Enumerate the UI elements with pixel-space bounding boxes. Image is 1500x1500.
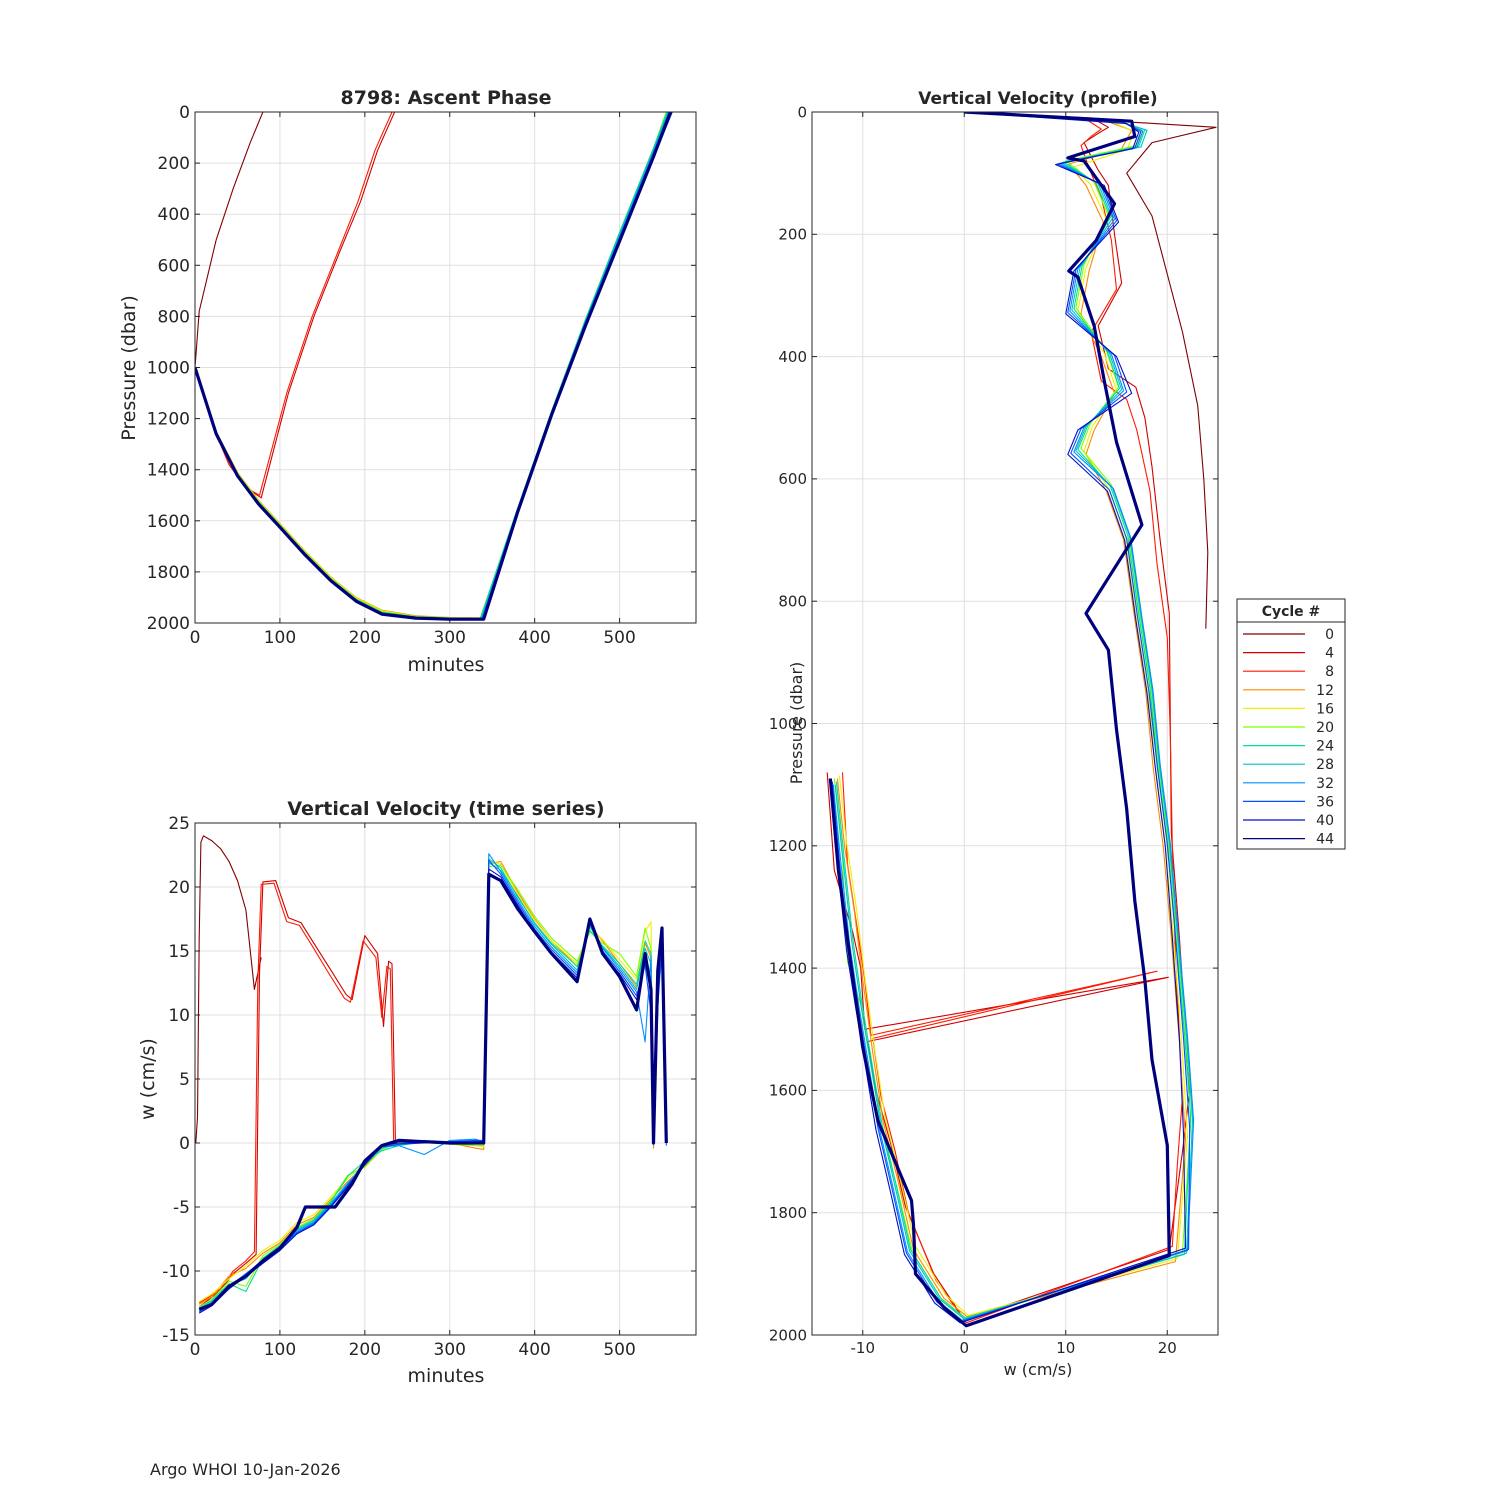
profile-ylabel: Pressure (dbar)	[787, 662, 806, 785]
ascent-x-tick-label: 0	[190, 628, 201, 648]
timeseries-y-tick-label: 15	[168, 942, 190, 962]
legend-title: Cycle #	[1262, 604, 1321, 620]
timeseries-y-tick-label: 25	[168, 814, 190, 834]
ascent-y-tick-label: 0	[179, 103, 190, 123]
footer-credit: Argo WHOI 10-Jan-2026	[150, 1460, 341, 1479]
ascent-x-tick-label: 500	[603, 628, 635, 648]
ascent-y-tick-label: 1800	[147, 563, 190, 583]
profile-x-tick-label: 20	[1158, 1339, 1177, 1357]
timeseries-x-tick-label: 400	[518, 1340, 550, 1360]
legend-label-cycle-36: 36	[1316, 794, 1334, 810]
profile-series-line-cycle-28	[834, 112, 1194, 1320]
profile-y-tick-label: 400	[778, 348, 807, 366]
timeseries-y-tick-label: 20	[168, 878, 190, 898]
ascent-x-tick-label: 100	[264, 628, 296, 648]
profile-y-tick-label: 1000	[769, 715, 807, 733]
profile-panel: Vertical Velocity (profile) w (cm/s) Pre…	[769, 89, 1219, 1379]
ascent-y-tick-label: 200	[158, 154, 190, 174]
ascent-y-tick-label: 600	[158, 256, 190, 276]
profile-y-tick-label: 2000	[769, 1326, 807, 1344]
legend-label-cycle-28: 28	[1316, 757, 1334, 773]
profile-y-tick-label: 200	[778, 226, 807, 244]
profile-series-line-cycle-0	[964, 112, 1217, 629]
timeseries-series-line-cycle-44	[198, 872, 668, 1311]
profile-series-line-cycle-36	[831, 112, 1191, 1323]
profile-x-tick-label: 0	[959, 1339, 969, 1357]
profile-series-line-cycle-44	[828, 112, 1171, 1328]
ascent-x-tick-label: 200	[349, 628, 381, 648]
legend-box	[1236, 598, 1346, 850]
timeseries-y-tick-label: 5	[179, 1070, 190, 1090]
timeseries-series-line-cycle-8	[198, 882, 395, 1304]
ascent-phase-panel: 8798: Ascent Phase minutes Pressure (dba…	[118, 87, 697, 676]
timeseries-series-line-cycle-16	[198, 860, 667, 1303]
timeseries-y-tick-label: -10	[162, 1262, 190, 1282]
legend-label-cycle-12: 12	[1316, 683, 1334, 699]
legend-label-cycle-24: 24	[1316, 739, 1334, 755]
ascent-xlabel: minutes	[408, 654, 485, 676]
ascent-y-tick-label: 1600	[147, 512, 190, 532]
timeseries-x-tick-label: 200	[349, 1340, 381, 1360]
profile-y-tick-label: 1400	[769, 959, 807, 977]
timeseries-title: Vertical Velocity (time series)	[287, 798, 604, 820]
timeseries-series-line-cycle-20	[198, 864, 667, 1308]
profile-y-tick-label: 800	[778, 592, 807, 610]
ascent-x-tick-label: 300	[434, 628, 466, 648]
profile-series-line-cycle-16	[838, 112, 1189, 1316]
profile-axes-frame	[811, 111, 1219, 1336]
profile-y-tick-label: 1200	[769, 837, 807, 855]
profile-y-tick-label: 1800	[769, 1204, 807, 1222]
ascent-y-tick-label: 1400	[147, 461, 190, 481]
ascent-axes-frame	[194, 111, 697, 624]
ascent-y-tick-label: 1200	[147, 410, 190, 430]
ascent-series-group	[195, 112, 673, 621]
ascent-x-tick-label: 400	[518, 628, 550, 648]
legend-label-cycle-40: 40	[1316, 813, 1334, 829]
ascent-ylabel: Pressure (dbar)	[118, 295, 140, 441]
timeseries-xlabel: minutes	[408, 1365, 485, 1387]
legend-label-cycle-16: 16	[1316, 701, 1334, 717]
timeseries-x-tick-label: 100	[264, 1340, 296, 1360]
ascent-series-line-cycle-0	[195, 112, 264, 368]
cycle-legend: Cycle # 0 4 8 12 16 20 24 28 32 36 40 44	[1236, 598, 1346, 850]
legend-label-cycle-44: 44	[1316, 832, 1334, 848]
profile-x-tick-label: -10	[851, 1339, 876, 1357]
timeseries-x-tick-label: 300	[434, 1340, 466, 1360]
timeseries-x-tick-label: 0	[190, 1340, 201, 1360]
profile-series-line-cycle-32	[832, 112, 1195, 1321]
timeseries-series-line-cycle-4	[198, 880, 396, 1308]
timeseries-y-tick-label: -15	[162, 1326, 190, 1346]
ascent-y-tick-label: 400	[158, 205, 190, 225]
timeseries-ylabel: w (cm/s)	[137, 1038, 159, 1120]
profile-x-tick-label: 10	[1056, 1339, 1075, 1357]
legend-label-cycle-0: 0	[1325, 627, 1334, 643]
ascent-y-tick-label: 1000	[147, 358, 190, 378]
ascent-y-tick-label: 2000	[147, 614, 190, 634]
legend-label-cycle-32: 32	[1316, 776, 1334, 792]
profile-series-line-cycle-8	[841, 112, 1184, 1324]
ascent-series-line-cycle-44	[195, 112, 672, 621]
timeseries-series-line-cycle-0	[195, 835, 262, 1144]
time-series-panel: Vertical Velocity (time series) minutes …	[137, 798, 697, 1387]
timeseries-axes-frame	[194, 822, 697, 1336]
timeseries-series-group	[195, 835, 668, 1314]
timeseries-y-tick-label: 10	[168, 1006, 190, 1026]
ascent-title: 8798: Ascent Phase	[341, 87, 552, 109]
profile-xlabel: w (cm/s)	[1004, 1360, 1073, 1379]
timeseries-x-tick-label: 500	[603, 1340, 635, 1360]
legend-label-cycle-20: 20	[1316, 720, 1334, 736]
timeseries-y-tick-label: 0	[179, 1134, 190, 1154]
legend-label-cycle-8: 8	[1325, 664, 1334, 680]
profile-y-tick-label: 1600	[769, 1082, 807, 1100]
timeseries-y-tick-label: -5	[173, 1198, 190, 1218]
profile-y-tick-label: 600	[778, 470, 807, 488]
profile-series-group	[826, 112, 1217, 1328]
legend-label-cycle-4: 4	[1325, 646, 1334, 662]
profile-title: Vertical Velocity (profile)	[918, 89, 1157, 109]
profile-y-tick-label: 0	[797, 103, 807, 121]
ascent-y-tick-label: 800	[158, 307, 190, 327]
